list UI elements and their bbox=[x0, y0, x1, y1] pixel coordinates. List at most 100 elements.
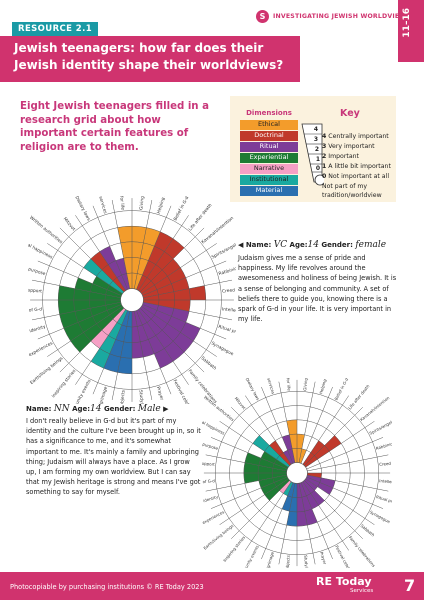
wheel-segment-21 bbox=[70, 306, 124, 353]
wheel-segment-7 bbox=[142, 277, 190, 298]
arrow-right-icon: ▶ bbox=[163, 405, 169, 413]
wheel-label: Prayer bbox=[319, 551, 328, 565]
wheel-label: Earth/living beings bbox=[29, 355, 65, 386]
wheel-label: Sabbath bbox=[200, 355, 218, 371]
wheel-spoke bbox=[37, 304, 122, 340]
wheel-label: Written authorities bbox=[203, 395, 235, 423]
wheel-spoke bbox=[307, 454, 389, 472]
wheel-segment-4 bbox=[302, 440, 325, 466]
wheel-spoke bbox=[304, 406, 364, 466]
wheel-label: Presence of G-d bbox=[202, 478, 215, 486]
wheel-label: Spirits/angels bbox=[368, 419, 392, 436]
wheel-label: Intellectual support bbox=[379, 478, 392, 487]
person-nn-header: Name: NN Age:14 Gender: Male ▶ bbox=[26, 404, 169, 414]
wheel-label: Belief in G-d bbox=[172, 196, 190, 222]
svg-text:4: 4 bbox=[314, 126, 318, 133]
wheel-label: Kavanah/intention bbox=[359, 395, 391, 422]
wheel-segment-27 bbox=[92, 276, 123, 296]
wheel-segment-19 bbox=[283, 481, 294, 496]
wheel-segment-10 bbox=[142, 302, 190, 323]
dimension-narrative: Narrative bbox=[240, 164, 298, 174]
wheel-segment-19 bbox=[90, 309, 128, 369]
wheel-centre bbox=[286, 462, 308, 484]
wheel-spoke bbox=[37, 260, 122, 296]
wheel-spoke bbox=[210, 476, 288, 509]
wheel-label: Holy objects bbox=[284, 555, 291, 568]
wheel-segment-15 bbox=[134, 310, 155, 358]
wheel-spoke bbox=[133, 311, 153, 401]
dimension-doctrinal: Doctrinal bbox=[240, 131, 298, 141]
wheel-label: Community events bbox=[68, 378, 93, 404]
wheel-segment-30 bbox=[99, 246, 128, 291]
wheel-label: Study/reading bbox=[137, 390, 146, 404]
wheel-segment-13 bbox=[302, 480, 325, 506]
wheel-spoke bbox=[305, 421, 375, 468]
wheel-segment-5 bbox=[140, 258, 181, 294]
wheel-spoke bbox=[136, 205, 172, 290]
dimension-ethical: Ethical bbox=[240, 120, 298, 130]
wheel-segment-30 bbox=[283, 450, 294, 465]
wheel-segment-12 bbox=[140, 306, 194, 353]
wheel-segment-20 bbox=[279, 480, 292, 494]
wheel-segment-26 bbox=[244, 452, 288, 471]
wheel-label: Rules for life bbox=[117, 196, 126, 211]
wheel-segment-32 bbox=[286, 419, 297, 463]
wheel-segment-31 bbox=[115, 258, 130, 290]
series-header: S INVESTIGATING JEWISH WORLDVIEWS bbox=[256, 10, 411, 23]
wheel-label: Emotional support bbox=[202, 458, 215, 467]
dimension-institutional: Institutional bbox=[240, 175, 298, 185]
wheel-segment-27 bbox=[261, 451, 289, 470]
wheel-segment-28 bbox=[252, 435, 290, 468]
intro-text: Eight Jewish teenagers filled in a resea… bbox=[20, 101, 209, 153]
wheel-segment-13 bbox=[138, 308, 185, 362]
wheel-spoke bbox=[205, 454, 287, 472]
wheel-label: Helping the world bbox=[156, 196, 173, 214]
wheel-spoke bbox=[245, 481, 292, 551]
dimension-ritual: Ritual bbox=[240, 142, 298, 152]
svg-text:1: 1 bbox=[316, 156, 320, 163]
wheel-segment-3 bbox=[136, 231, 174, 291]
wheel-segment-22 bbox=[261, 476, 289, 495]
wheel-label: Holy objects bbox=[118, 389, 127, 404]
key-fan-diagram: 4 3 2 1 0 bbox=[301, 123, 324, 186]
key-level-4: 4 Centrally important bbox=[322, 133, 389, 140]
svg-text:2: 2 bbox=[315, 146, 319, 153]
research-wheel-nn: Giving to charity Helping the worldBelief… bbox=[202, 378, 392, 568]
wheel-spoke bbox=[304, 480, 364, 540]
wheel-spoke bbox=[230, 480, 290, 540]
wheel-spoke bbox=[298, 483, 316, 565]
wheel-spoke bbox=[59, 227, 125, 293]
wheel-label: Giving to charity bbox=[302, 378, 310, 391]
wheel-label: Spiritual experiences bbox=[28, 340, 54, 367]
wheel-segment-5 bbox=[304, 435, 342, 468]
wheel-segment-18 bbox=[103, 310, 130, 373]
wheel-spoke bbox=[139, 227, 205, 293]
wheel-spoke bbox=[31, 301, 121, 321]
wheel-label: Community events bbox=[238, 544, 260, 568]
dimension-experiential: Experiential bbox=[240, 153, 298, 163]
wheel-spoke bbox=[307, 474, 389, 492]
wheel-label: Festival celebrations bbox=[334, 544, 358, 568]
wheel-spoke bbox=[300, 482, 333, 560]
wheel-segment-11 bbox=[305, 476, 333, 495]
wheel-label: Rabbinic authorities bbox=[375, 435, 392, 451]
wheel-label: Meaning and purpose bbox=[202, 434, 219, 451]
series-badge: S bbox=[256, 10, 269, 23]
wheel-label: Dietary laws bbox=[73, 196, 91, 222]
wheel-label: Earth/living beings bbox=[202, 523, 234, 550]
wheel-label: Creed bbox=[222, 287, 236, 294]
person-vc-header: ◀ Name: VC Age:14 Gender: female bbox=[238, 240, 387, 250]
dimensions-title: Dimensions bbox=[246, 109, 292, 117]
title-banner bbox=[0, 36, 300, 82]
wheel-label: Kavanah/intention bbox=[200, 215, 235, 245]
wheel-label: Written authorities bbox=[28, 215, 64, 246]
wheel-label: Rituals/services bbox=[92, 196, 108, 215]
wheel-segment-14 bbox=[136, 309, 174, 369]
wheel-spoke bbox=[92, 310, 128, 395]
wheel-segment-20 bbox=[90, 308, 126, 349]
wheel-spoke bbox=[47, 306, 123, 357]
svg-text:0: 0 bbox=[316, 165, 320, 172]
wheel-spoke bbox=[261, 386, 294, 464]
key-title: Key bbox=[340, 108, 360, 119]
wheel-spoke bbox=[133, 199, 153, 289]
